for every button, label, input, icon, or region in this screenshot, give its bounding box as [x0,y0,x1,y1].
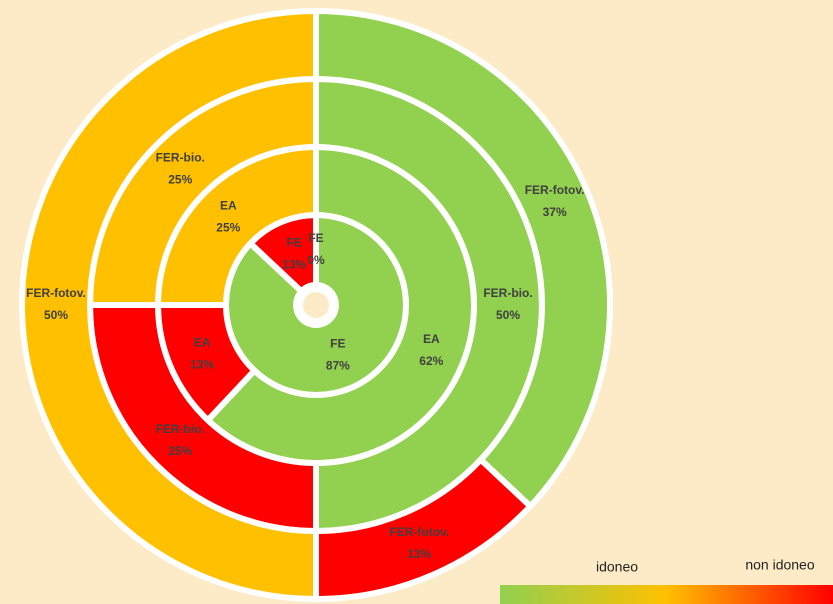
segment-value-label: 87% [326,359,350,373]
segment-label: FE [308,231,323,245]
segment-value-label: 50% [44,308,68,322]
legend-label: non idoneo [745,557,815,573]
segment-label: FER-fotov. [26,286,86,300]
legend-label: idoneo [596,559,638,575]
segment-value-label: 37% [543,205,567,219]
segment-value-label: 13% [282,258,306,272]
legend-gradient [500,585,833,604]
segment-label: FE [330,337,345,351]
segment-label: EA [194,335,211,349]
segment-label: EA [220,198,237,212]
segment-value-label: 25% [168,172,192,186]
segment-value-label: 13% [407,547,431,561]
segment-value-label: 25% [216,220,240,234]
segment-value-label: 0% [307,253,325,267]
segment-label: FER-bio. [156,150,205,164]
labels: FE0%FE87%FE13%EA62%EA13%EA25%FER-bio.50%… [26,150,584,560]
center-hole [303,292,329,318]
segment-label: FE [286,236,301,250]
segment-label: EA [423,332,440,346]
segment-value-label: 13% [190,357,214,371]
ring-segment [19,7,319,603]
rings [19,7,613,603]
segment-label: FER-fotov. [389,525,449,539]
segment-value-label: 62% [419,354,443,368]
segment-value-label: 50% [496,308,520,322]
segment-label: FER-bio. [156,422,205,436]
ring-segment [313,7,613,511]
segment-label: FER-fotov. [525,183,585,197]
segment-label: FER-bio. [483,286,532,300]
segment-value-label: 25% [168,444,192,458]
